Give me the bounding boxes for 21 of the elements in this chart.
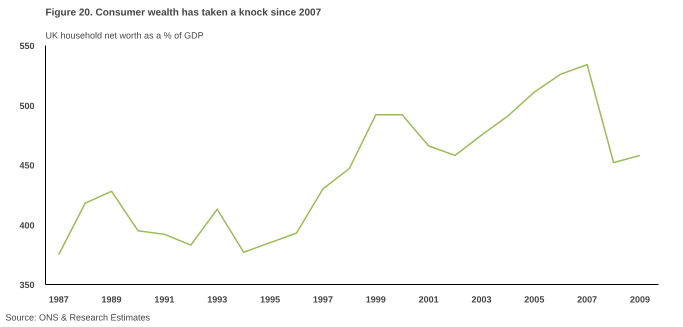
source-note: Source: ONS & Research Estimates [6,312,151,322]
x-tick-label: 1993 [207,294,228,304]
chart-subtitle: UK household net worth as a % of GDP [46,30,204,40]
x-tick-label: 1989 [102,294,122,304]
x-tick-label: 1997 [312,294,333,304]
x-tick-label: 2007 [577,294,598,304]
y-tick-label: 500 [19,100,35,111]
x-tick-label: 2001 [418,294,439,304]
x-tick-label: 1987 [48,294,69,304]
x-tick-label: 2003 [471,294,492,304]
x-tick-label: 2005 [524,294,544,304]
y-tick-label: 550 [19,41,35,51]
chart-title: Figure 20. Consumer wealth has taken a knock since 2007 [46,8,322,18]
y-tick-label: 400 [19,220,35,230]
y-tick-label: 350 [19,280,35,290]
y-tick-label: 450 [19,160,35,170]
line-series [58,64,641,256]
x-tick-label: 1999 [366,294,386,304]
x-tick-label: 2009 [630,294,650,304]
x-tick-label: 1991 [154,294,174,304]
x-tick-label: 1995 [260,294,280,304]
